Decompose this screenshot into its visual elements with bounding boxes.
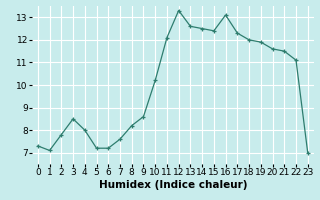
X-axis label: Humidex (Indice chaleur): Humidex (Indice chaleur) — [99, 180, 247, 190]
